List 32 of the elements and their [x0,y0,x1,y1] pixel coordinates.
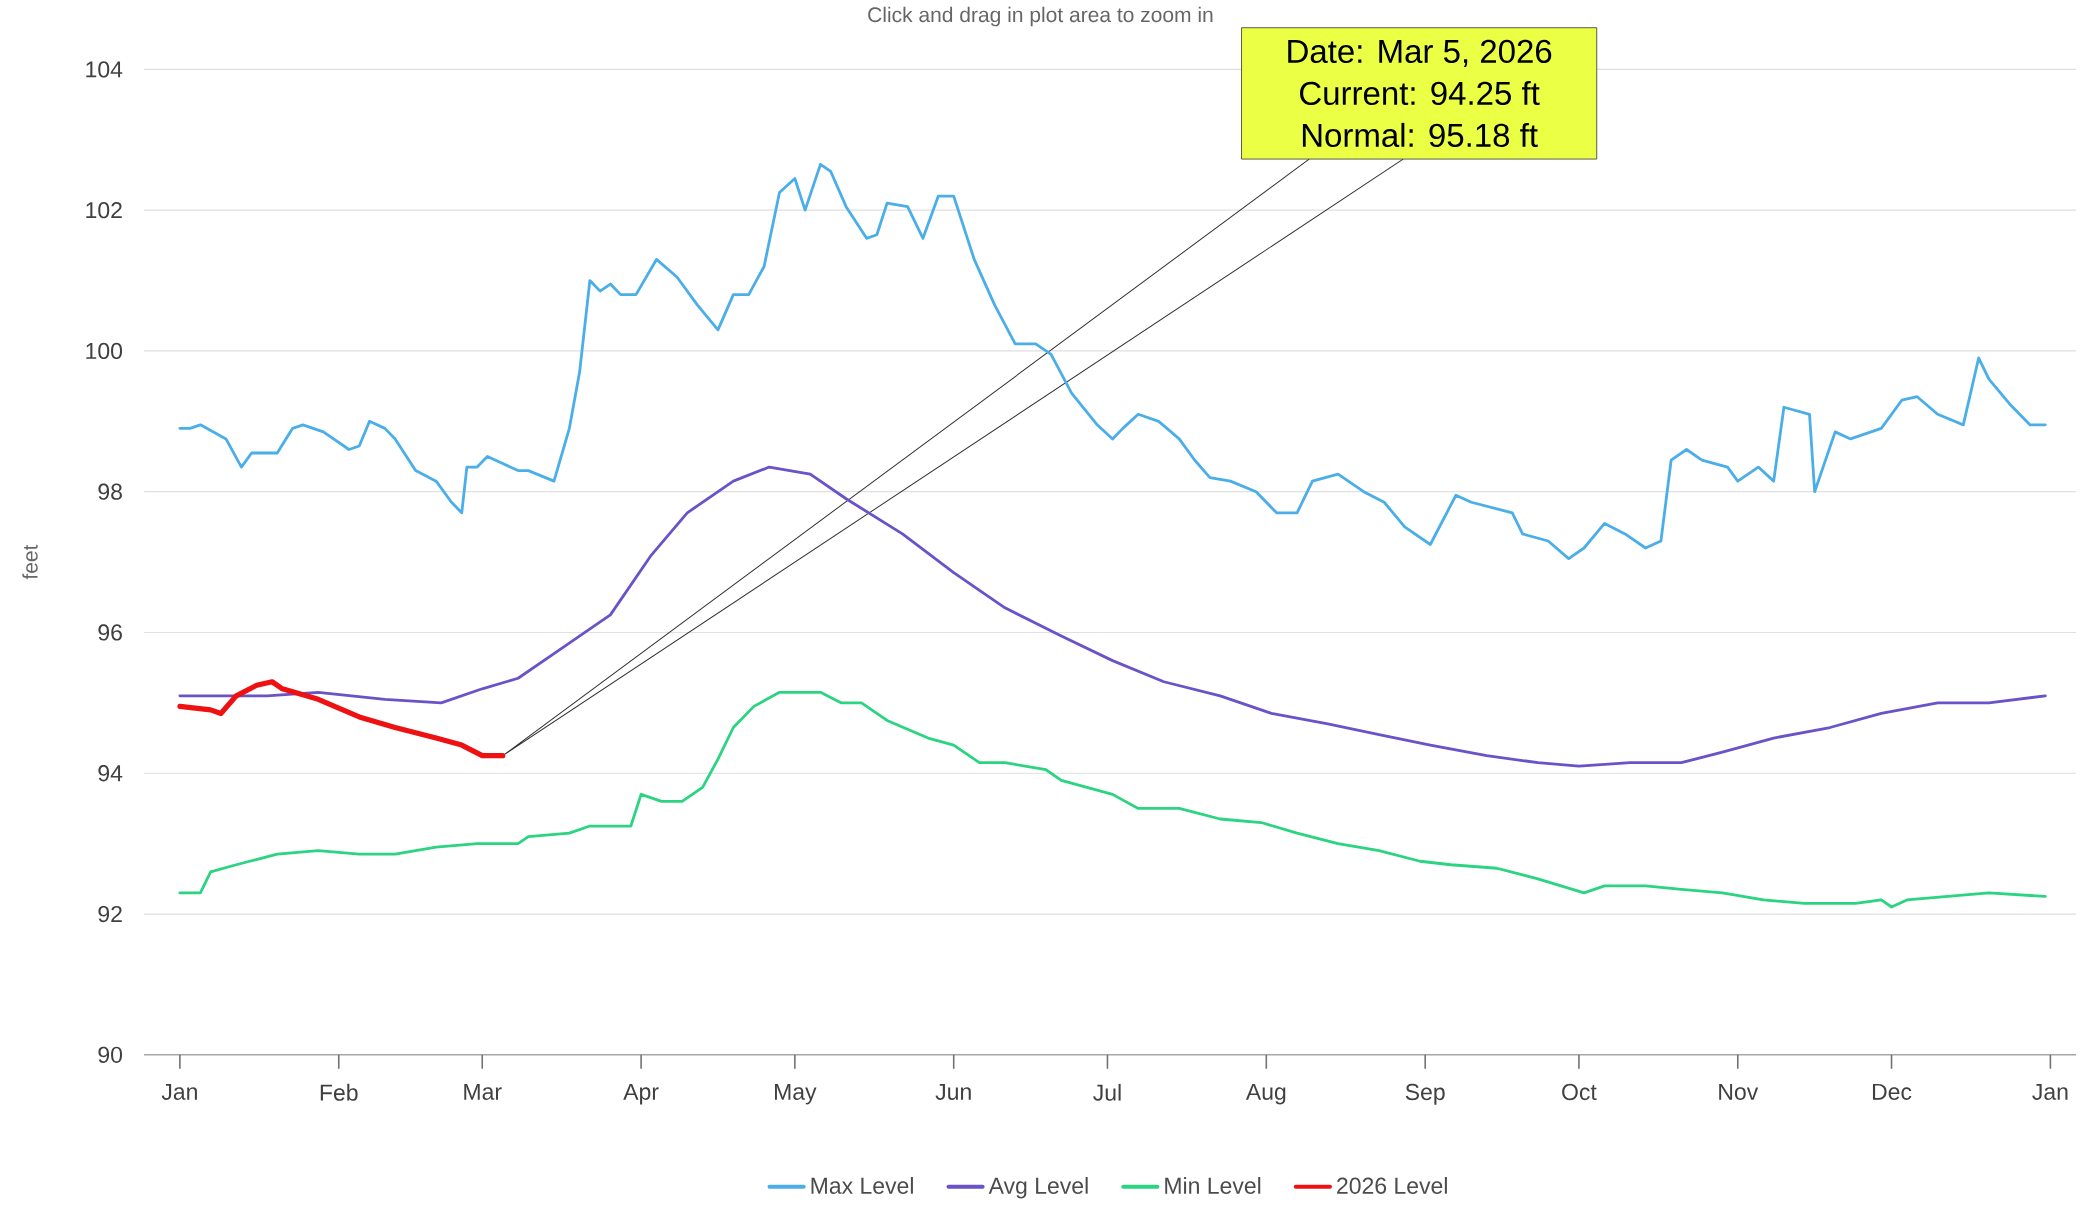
y-tick-label: 102 [86,202,122,219]
line-series [178,163,2047,561]
x-tick-label: Jan [161,1084,197,1101]
x-tick-label: Mar [464,1084,502,1101]
annotation: Current: 94.25 ft [1300,81,1540,106]
legend-label: 2026 Level [1337,1177,1447,1195]
legend-label: Avg Level [988,1177,1088,1199]
y-tick-label: 104 [86,61,123,78]
y-axis-title: feet [22,544,38,580]
x-tick-label: Jul [1093,1084,1121,1101]
legend-label: Min Level [1165,1177,1261,1195]
chart-title: Click and drag in plot area to zoom in [868,6,1213,27]
x-tick-label: May [775,1084,817,1105]
x-tick-label: Feb [320,1084,358,1101]
x-tick-label: Aug [1245,1084,1286,1105]
y-tick-label: 94 [98,765,123,782]
line-series [178,465,2047,768]
y-tick-label: 90 [98,1046,123,1064]
text: Date: Mar 5, 2026 [1288,39,1552,68]
legend-label: Max Level [811,1177,913,1195]
y-tick-label: 96 [98,624,122,641]
y-tick-label: 98 [98,483,122,500]
x-tick-label: Apr [623,1084,659,1105]
x-tick-label: Nov [1719,1084,1759,1101]
y-tick-label: 100 [86,342,123,360]
x-tick-label: Jan [2032,1084,2068,1101]
x-tick-label: Sep [1405,1084,1445,1105]
annotation: Normal: 95.18 ft [1302,123,1538,148]
x-tick-label: Oct [1562,1084,1597,1101]
x-tick-label: Jun [935,1084,971,1101]
y-tick-label: 92 [98,906,122,923]
x-tick-label: Dec [1872,1084,1912,1101]
